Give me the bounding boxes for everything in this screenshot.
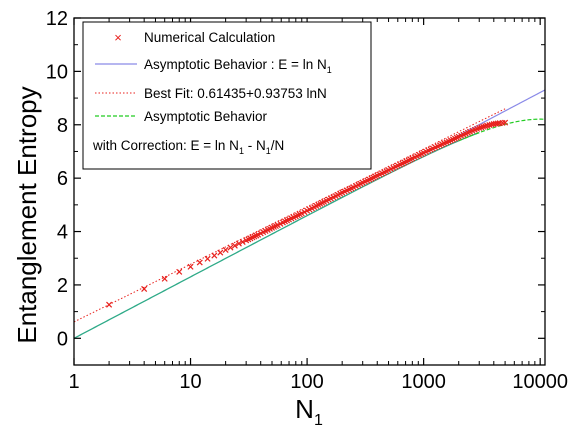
data-point-marker [427, 146, 434, 153]
data-point-marker [196, 259, 203, 266]
data-point-marker [284, 217, 291, 224]
data-point-marker [392, 163, 399, 170]
legend-corr-sub2: 1 [266, 146, 271, 156]
y-tick-label: 6 [57, 168, 68, 190]
data-point-marker [257, 230, 264, 237]
data-point-marker [383, 168, 390, 175]
data-point-marker [480, 123, 487, 130]
legend-label-correction-b: with Correction: E = ln N1 - N1/N [92, 138, 284, 156]
data-point-marker [407, 156, 414, 163]
legend-corr-sub1: 1 [239, 146, 244, 156]
correction-curve-low [73, 131, 480, 339]
data-point-marker [474, 125, 481, 132]
data-point-marker [222, 246, 229, 253]
x-tick-label: 100 [290, 371, 323, 393]
legend-corr-b2: - N [244, 138, 266, 153]
data-point-marker [227, 244, 234, 251]
data-point-marker [499, 119, 506, 126]
legend-box [82, 21, 372, 170]
data-point-marker [372, 173, 379, 180]
data-point-marker [161, 275, 168, 282]
legend-label-fit: Best Fit: 0.61435+0.93753 lnN [144, 86, 327, 101]
y-axis-label: Entanglement Entropy [12, 86, 42, 343]
data-point-marker [357, 180, 364, 187]
y-tick-label: 2 [57, 275, 68, 297]
y-tick-label: 8 [57, 115, 68, 137]
data-point-marker [301, 209, 308, 216]
data-point-marker [453, 134, 460, 141]
data-point-marker [211, 252, 218, 259]
data-point-marker [418, 150, 425, 157]
y-tick-label: 12 [46, 8, 68, 30]
data-point-marker [231, 242, 238, 249]
x-tick-label: 1000 [401, 371, 446, 393]
data-point-marker [464, 129, 471, 136]
data-point-marker [325, 196, 332, 203]
data-point-marker [272, 222, 279, 230]
data-point-marker [262, 227, 269, 235]
axis-ticks: 1 10 100 1000 10000 0 2 4 6 8 10 12 [46, 8, 568, 393]
data-point-marker [204, 255, 211, 262]
data-point-marker [106, 301, 113, 308]
data-point-marker [311, 204, 318, 211]
y-tick-label: 10 [46, 61, 68, 83]
data-point-marker [247, 235, 254, 242]
x-tick-label: 10000 [512, 371, 568, 393]
data-point-marker [277, 220, 284, 227]
data-point-marker [253, 232, 260, 239]
x-tick-label: 1 [68, 371, 79, 393]
data-point-marker [337, 190, 344, 197]
data-point-marker [141, 285, 148, 292]
legend-x-marker: × [114, 30, 122, 45]
legend-asym-text: Asymptotic Behavior : E = ln N [144, 57, 327, 72]
data-point-marker [239, 238, 246, 245]
x-axis-label-main: N [295, 394, 314, 424]
y-tick-label: 0 [57, 328, 68, 350]
data-point-marker [235, 240, 242, 247]
legend: × Numerical Calculation Asymptotic Behav… [82, 21, 372, 170]
numerical-markers [106, 119, 509, 308]
data-point-marker [492, 120, 499, 127]
data-point-marker [439, 141, 446, 148]
data-point-marker [348, 185, 355, 192]
plot-frame [73, 17, 546, 366]
data-point-marker [266, 225, 273, 232]
legend-asym-sub: 1 [327, 65, 332, 75]
legend-corr-b1: with Correction: E = ln N [92, 138, 239, 153]
data-point-marker [217, 249, 224, 256]
data-point-marker [319, 199, 326, 206]
data-point-marker [187, 263, 194, 270]
x-tick-label: 10 [179, 371, 201, 393]
legend-label-asymptotic: Asymptotic Behavior : E = ln N1 [144, 57, 332, 75]
data-point-marker [290, 214, 297, 221]
legend-label-correction-a: Asymptotic Behavior [144, 109, 268, 124]
x-axis-label: N1 [295, 394, 323, 429]
data-point-marker [296, 211, 303, 218]
legend-label-numerical: Numerical Calculation [144, 30, 275, 45]
y-tick-label: 4 [57, 222, 68, 244]
data-point-marker [176, 268, 183, 275]
legend-corr-b3: /N [271, 138, 285, 153]
data-point-marker [482, 123, 489, 130]
x-axis-label-sub: 1 [314, 412, 323, 429]
